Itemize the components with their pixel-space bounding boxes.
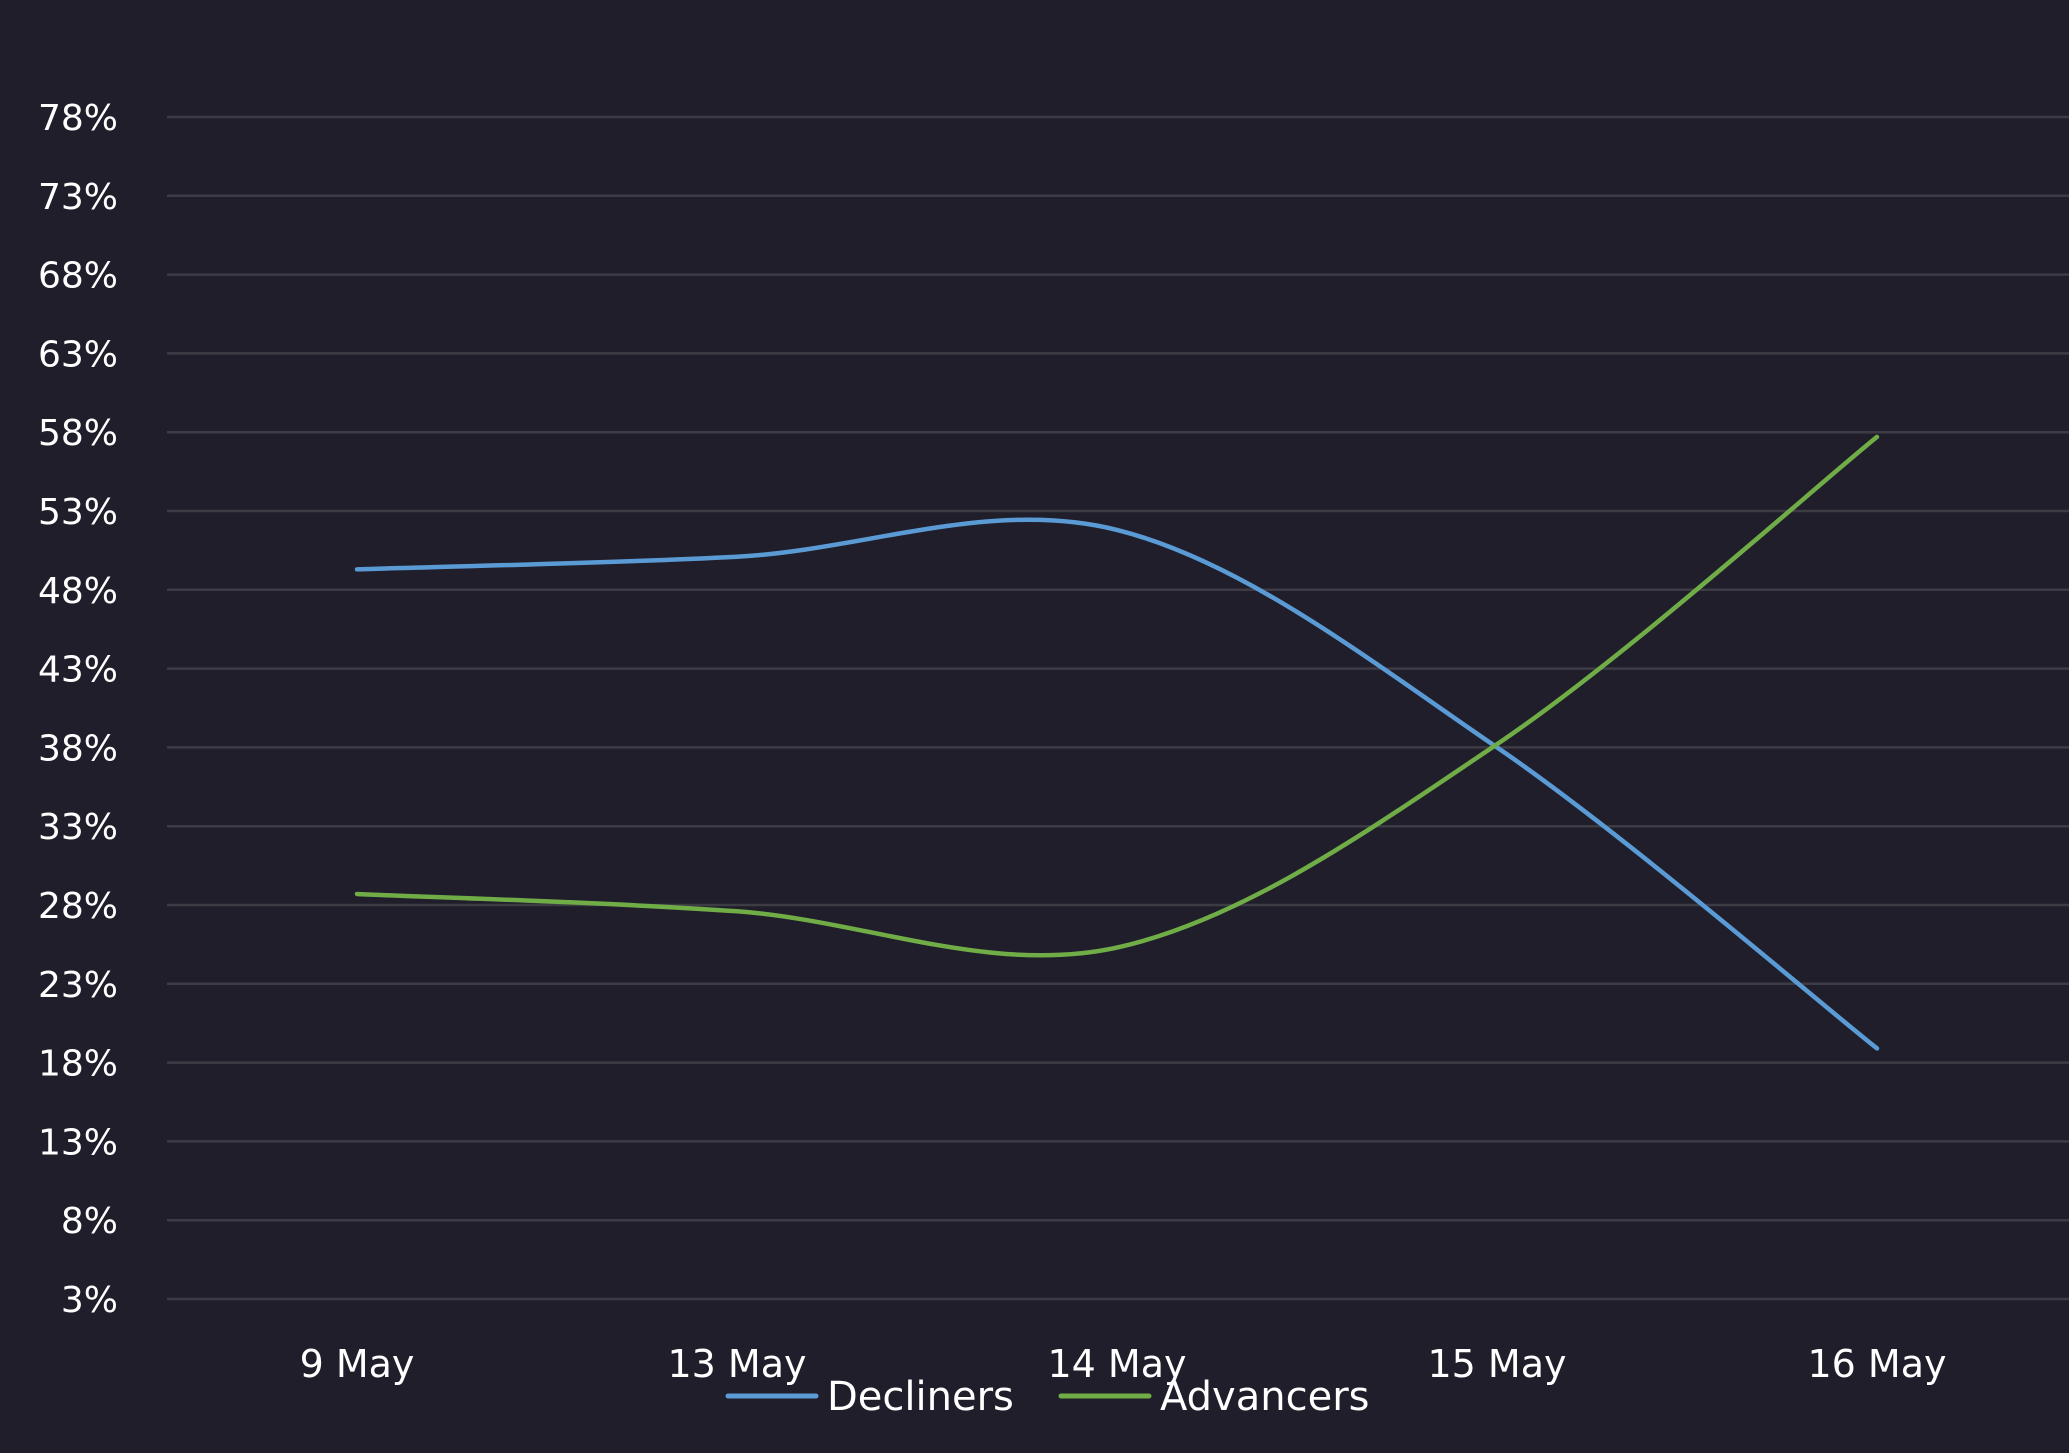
x-tick-label: 15 May <box>1428 1342 1567 1386</box>
y-tick-label: 23% <box>38 965 118 1006</box>
y-tick-label: 38% <box>38 728 118 769</box>
series-lines <box>354 434 1880 1051</box>
legend: Decliners Advancers <box>725 1374 1369 1420</box>
y-tick-label: 73% <box>38 177 118 218</box>
y-tick-label: 78% <box>38 98 118 139</box>
x-tick-label: 14 May <box>1048 1342 1187 1386</box>
y-tick-label: 28% <box>38 886 118 927</box>
y-tick-label: 63% <box>38 334 118 375</box>
y-tick-label: 43% <box>38 650 118 691</box>
y-tick-label: 8% <box>61 1201 118 1242</box>
y-axis-ticks: 3% 8% 13% 18% 23% 28% 33% 38% 43% 48% 53% 58% 63% 68%… <box>38 98 118 1321</box>
y-tick-label: 58% <box>38 413 118 454</box>
series-line-decliners <box>354 517 1880 1051</box>
y-tick-label: 13% <box>38 1122 118 1163</box>
y-tick-label: 68% <box>38 256 118 297</box>
x-tick-label: 9 May <box>300 1342 415 1386</box>
y-tick-label: 33% <box>38 807 118 848</box>
x-tick-label: 16 May <box>1808 1342 1947 1386</box>
x-tick-label: 13 May <box>668 1342 807 1386</box>
legend-label-advancers: Advancers <box>1160 1374 1369 1420</box>
gridlines <box>167 115 2069 1301</box>
x-axis-ticks: 9 May 13 May 14 May 15 May 16 May <box>300 1342 1947 1386</box>
series-line-advancers <box>354 434 1880 958</box>
y-tick-label: 18% <box>38 1044 118 1085</box>
y-tick-label: 53% <box>38 492 118 533</box>
y-tick-label: 48% <box>38 571 118 612</box>
y-tick-label: 3% <box>61 1280 118 1321</box>
legend-label-decliners: Decliners <box>827 1374 1014 1420</box>
